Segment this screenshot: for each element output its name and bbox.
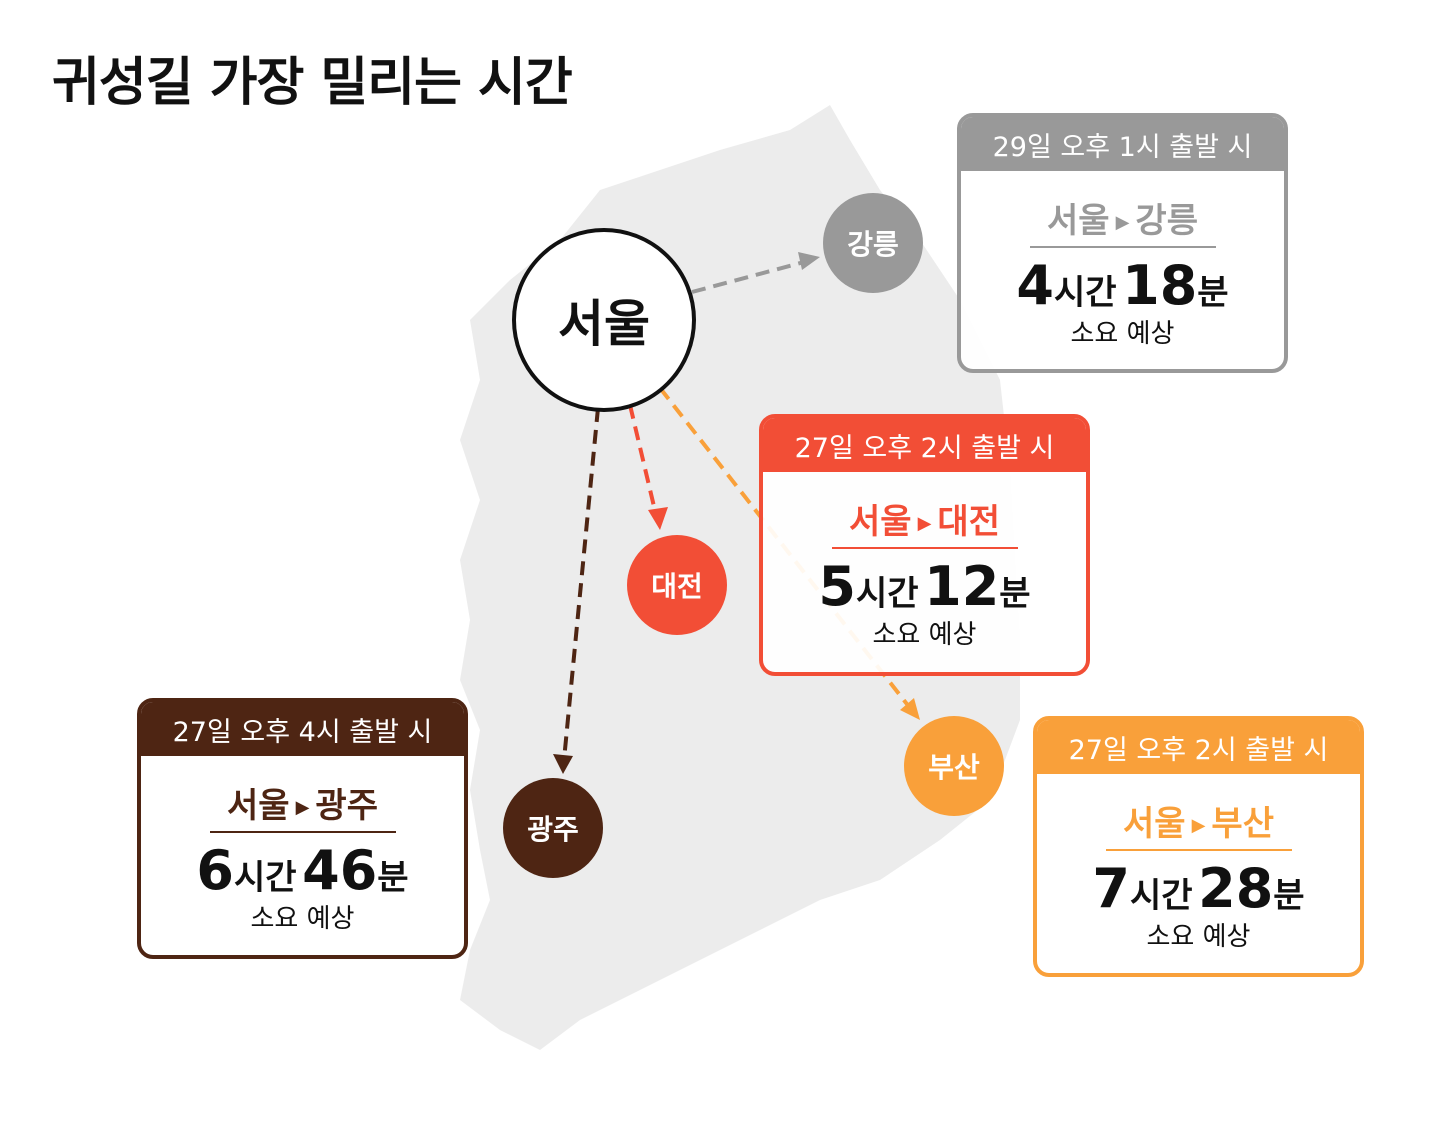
minute-unit: 분 bbox=[1273, 876, 1305, 916]
card-duration: 7시간 28분 bbox=[1037, 857, 1360, 920]
card-route: 서울 ▶ 부산 bbox=[1105, 796, 1292, 851]
minutes: 18 bbox=[1122, 254, 1198, 317]
route-to: 광주 bbox=[315, 786, 378, 826]
card-gangneung: 29일 오후 1시 출발 시 서울 ▶ 강릉 4시간 18분 소요 예상 bbox=[957, 113, 1288, 373]
route-from: 서울 bbox=[227, 786, 290, 826]
card-gwangju: 27일 오후 4시 출발 시 서울 ▶ 광주 6시간 46분 소요 예상 bbox=[137, 698, 468, 959]
arrowhead-gwangju bbox=[553, 754, 573, 774]
node-daejeon: 대전 bbox=[627, 535, 727, 635]
route-from: 서울 bbox=[1047, 201, 1110, 241]
card-route: 서울 ▶ 강릉 bbox=[1029, 193, 1216, 248]
route-to: 대전 bbox=[937, 502, 1000, 542]
node-gangneung: 강릉 bbox=[823, 193, 923, 293]
minutes: 28 bbox=[1198, 857, 1274, 920]
minutes: 12 bbox=[924, 555, 1000, 618]
card-departure: 27일 오후 2시 출발 시 bbox=[1037, 720, 1360, 774]
card-duration: 5시간 12분 bbox=[763, 555, 1086, 618]
card-route: 서울 ▶ 대전 bbox=[831, 494, 1018, 549]
hours: 7 bbox=[1092, 857, 1130, 920]
route-line-gangneung bbox=[691, 259, 809, 294]
card-route: 서울 ▶ 광주 bbox=[209, 778, 396, 833]
card-duration: 4시간 18분 bbox=[961, 254, 1284, 317]
hour-unit: 시간 bbox=[1130, 876, 1193, 916]
route-to: 강릉 bbox=[1135, 201, 1198, 241]
route-to: 부산 bbox=[1211, 804, 1274, 844]
hour-unit: 시간 bbox=[856, 574, 919, 614]
card-note: 소요 예상 bbox=[872, 620, 977, 650]
card-note: 소요 예상 bbox=[250, 904, 355, 934]
node-seoul: 서울 bbox=[512, 228, 696, 412]
card-daejeon: 27일 오후 2시 출발 시 서울 ▶ 대전 5시간 12분 소요 예상 bbox=[759, 414, 1090, 676]
card-busan: 27일 오후 2시 출발 시 서울 ▶ 부산 7시간 28분 소요 예상 bbox=[1033, 716, 1364, 977]
minute-unit: 분 bbox=[1197, 273, 1229, 313]
minute-unit: 분 bbox=[999, 574, 1031, 614]
arrowhead-daejeon bbox=[648, 507, 668, 530]
card-note: 소요 예상 bbox=[1070, 319, 1175, 349]
node-busan: 부산 bbox=[904, 716, 1004, 816]
card-departure: 29일 오후 1시 출발 시 bbox=[961, 117, 1284, 171]
arrow-right-icon: ▶ bbox=[1191, 815, 1206, 836]
arrow-right-icon: ▶ bbox=[917, 513, 932, 534]
hours: 6 bbox=[196, 839, 234, 902]
arrow-right-icon: ▶ bbox=[1115, 212, 1130, 233]
page-title: 귀성길 가장 밀리는 시간 bbox=[52, 53, 573, 113]
arrow-right-icon: ▶ bbox=[295, 797, 310, 818]
hour-unit: 시간 bbox=[1054, 273, 1117, 313]
node-gwangju: 광주 bbox=[503, 778, 603, 878]
minute-unit: 분 bbox=[377, 858, 409, 898]
arrowhead-gangneung bbox=[798, 252, 820, 270]
card-departure: 27일 오후 2시 출발 시 bbox=[763, 418, 1086, 472]
route-line-gwangju bbox=[562, 407, 600, 761]
hour-unit: 시간 bbox=[234, 858, 297, 898]
card-note: 소요 예상 bbox=[1146, 922, 1251, 952]
route-from: 서울 bbox=[849, 502, 912, 542]
route-line-daejeon bbox=[628, 404, 658, 516]
card-duration: 6시간 46분 bbox=[141, 839, 464, 902]
route-from: 서울 bbox=[1123, 804, 1186, 844]
hours: 4 bbox=[1016, 254, 1054, 317]
arrowhead-busan bbox=[900, 698, 920, 720]
hours: 5 bbox=[818, 555, 856, 618]
minutes: 46 bbox=[302, 839, 378, 902]
card-departure: 27일 오후 4시 출발 시 bbox=[141, 702, 464, 756]
